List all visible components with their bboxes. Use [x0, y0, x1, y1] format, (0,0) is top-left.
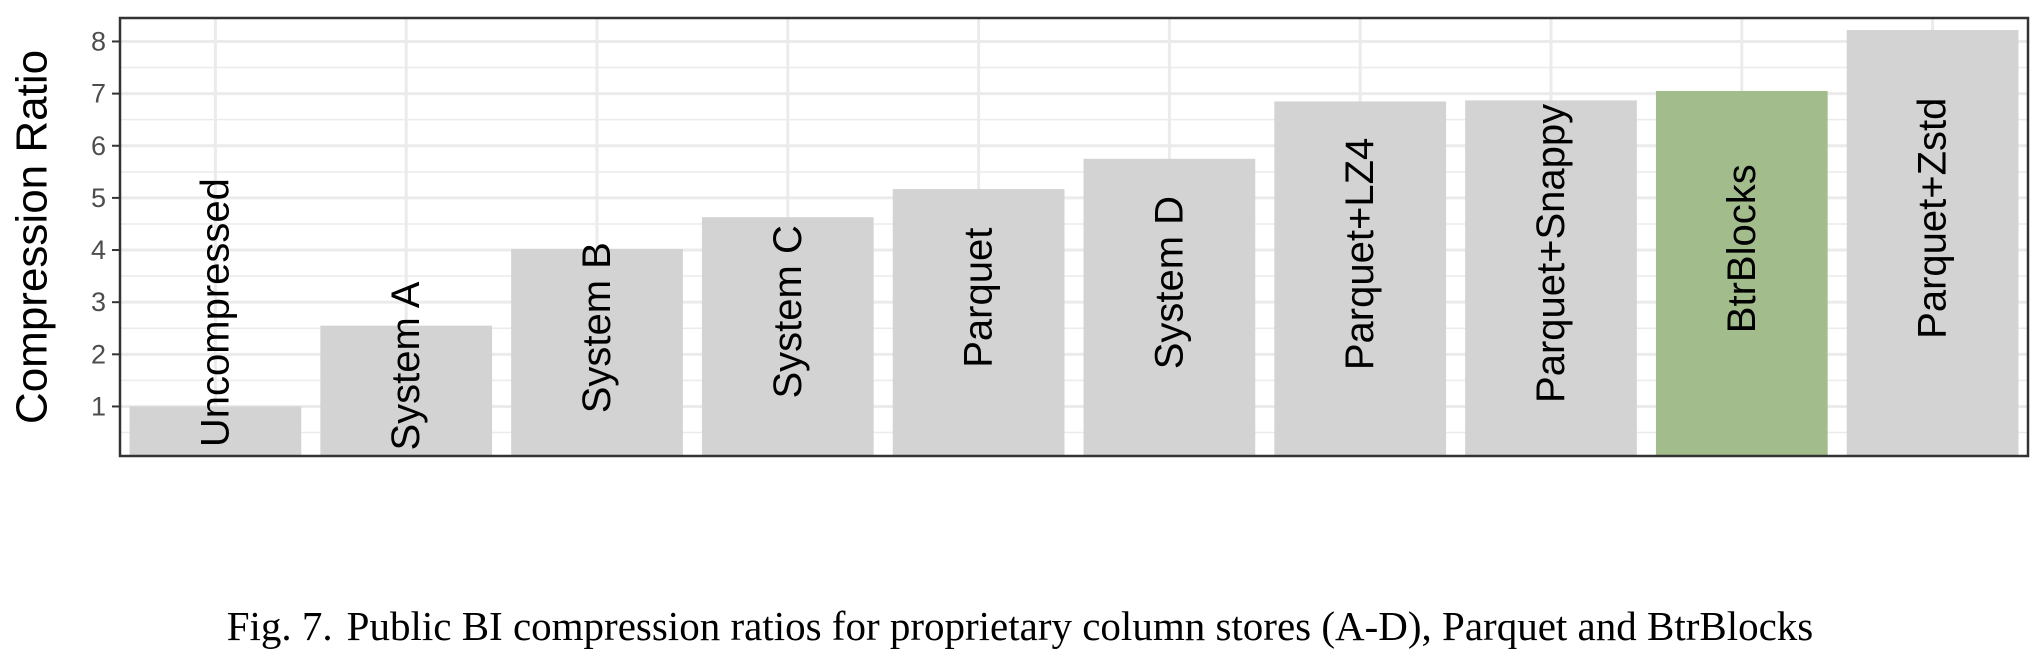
bar-label: Parquet+Snappy: [1529, 104, 1573, 403]
chart: Uncompressed System A System B System C Parq…: [8, 16, 2030, 458]
bar-label: Parquet: [957, 228, 1001, 368]
bar-label: System B: [575, 242, 619, 413]
bar-system-c: [701, 217, 874, 456]
bar-labels: Uncompressed System A System B System C Parq…: [193, 98, 1954, 451]
bar-system-b: [511, 248, 683, 456]
bar-label: Parquet+Zstd: [1911, 98, 1955, 339]
y-tick-label: 2: [91, 339, 106, 369]
bar-label: System D: [1147, 196, 1191, 369]
y-axis-title: Compression Ratio: [8, 50, 57, 424]
y-tick-label: 6: [91, 131, 106, 161]
y-tick-label: 4: [91, 235, 106, 265]
bar-label: System A: [384, 281, 428, 450]
y-tick-label: 7: [91, 79, 106, 109]
bar-parquet-snappy: [1465, 100, 1637, 456]
bar-btrblocks: [1655, 91, 1828, 456]
bar-parquet: [892, 189, 1065, 456]
bars: [129, 29, 2019, 457]
bar-label: BtrBlocks: [1720, 164, 1764, 333]
caption-text: Public BI compression ratios for proprie…: [346, 603, 1814, 649]
y-axis: 1 2 3 4 5 6 7 8: [91, 16, 2030, 458]
bar-label: Uncompressed: [193, 178, 237, 447]
bar-uncompressed: [129, 406, 302, 456]
figure-caption: Fig. 7. Public BI compression ratios for …: [0, 602, 2040, 650]
panel-border: [118, 16, 2030, 458]
y-tick-label: 1: [91, 391, 106, 421]
bar-parquet-lz4: [1274, 101, 1447, 456]
bar-system-a: [320, 325, 493, 456]
bar-chart-svg: Uncompressed System A System B System C Parq…: [8, 16, 2030, 458]
y-tick-label: 3: [91, 287, 106, 317]
y-tick-label: 8: [91, 26, 106, 56]
bar-label: Parquet+LZ4: [1338, 138, 1382, 370]
caption-figure-number: Fig. 7.: [226, 603, 333, 649]
bar-system-d: [1083, 158, 1256, 457]
bar-parquet-zstd: [1846, 29, 2019, 456]
bar-label: System C: [766, 225, 810, 398]
y-tick-label: 5: [91, 183, 106, 213]
